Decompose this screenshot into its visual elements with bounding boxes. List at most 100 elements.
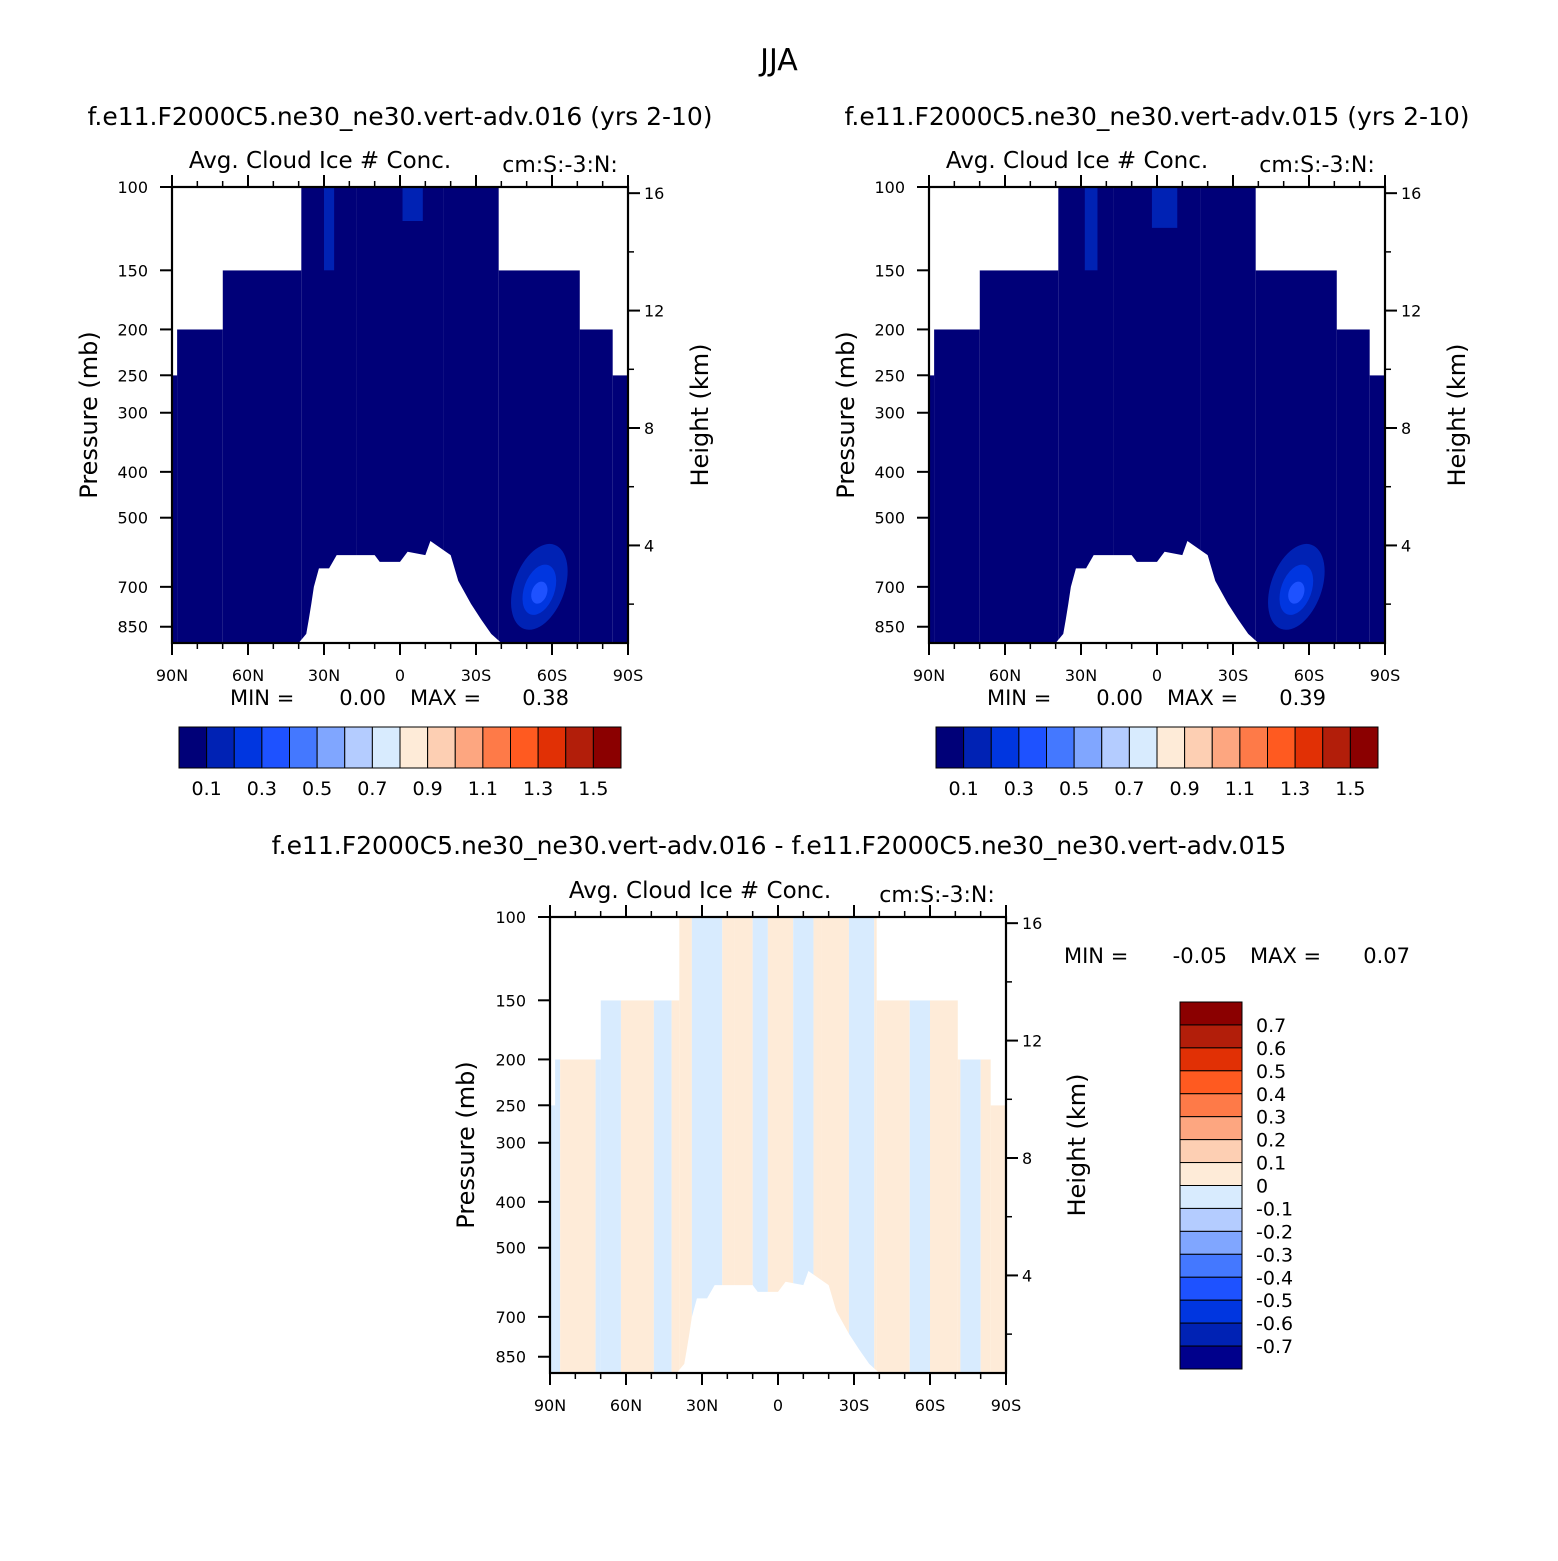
diff-cell	[813, 917, 822, 1373]
x-tick-label: 60S	[1294, 666, 1325, 685]
colorbar-label: 0.7	[1114, 778, 1144, 800]
colorbar-label: 0.3	[1004, 778, 1034, 800]
diff-cell	[957, 1059, 961, 1373]
y2-tick-label: 12	[1022, 1032, 1042, 1051]
missing-top	[979, 187, 1059, 271]
missing-top	[1255, 187, 1337, 271]
x-tick-label: 60N	[989, 666, 1021, 685]
missing-top	[990, 917, 1006, 1106]
units-label: cm:S:-3:N:	[879, 883, 995, 908]
max-value: 0.38	[522, 686, 569, 710]
colorbar-label: 0.5	[1059, 778, 1089, 800]
diff-cell	[555, 1059, 561, 1373]
diff-cell	[876, 1000, 910, 1373]
x-tick-label: 90S	[1370, 666, 1401, 685]
colorbar-label: -0.7	[1256, 1336, 1293, 1358]
colorbar-swatch	[592, 726, 622, 769]
colorbar-swatch	[510, 726, 539, 769]
colorbar-swatch	[482, 726, 511, 769]
colorbar-swatch	[1046, 726, 1075, 769]
colorbar-swatch	[1156, 726, 1186, 769]
missing-top	[172, 187, 178, 376]
colorbar-label: 1.5	[578, 778, 608, 800]
diff-cell	[550, 1105, 556, 1373]
colorbar-swatch	[1179, 1276, 1243, 1301]
colorbar-label: 0.5	[302, 778, 332, 800]
colorbar-swatch	[1349, 726, 1379, 769]
colorbar-swatch	[963, 726, 992, 769]
contour-finger	[324, 187, 335, 271]
missing-top	[929, 187, 935, 376]
colorbar-label: 0.4	[1256, 1084, 1286, 1106]
diff-cell	[595, 1059, 601, 1373]
colorbar-swatch	[371, 726, 401, 769]
colorbar-swatch	[1179, 1024, 1243, 1049]
colorbar-label: 0.1	[1256, 1153, 1286, 1175]
min-value: 0.00	[1096, 686, 1143, 710]
y-tick-label: 200	[874, 320, 905, 339]
y-tick-label: 300	[117, 404, 148, 423]
diff-cell	[722, 917, 735, 1373]
colorbar-swatch	[1179, 1207, 1243, 1232]
field-cell	[177, 329, 223, 643]
colorbar-swatch	[1267, 726, 1296, 769]
y-tick-label: 100	[117, 178, 148, 197]
y-tick-label: 500	[117, 509, 148, 528]
contour-max	[531, 581, 548, 604]
colorbar-swatch	[1179, 1093, 1243, 1118]
colorbar-label: 1.1	[468, 778, 498, 800]
panel-case2: f.e11.F2000C5.ne30_ne30.vert-adv.015 (yr…	[832, 102, 1471, 800]
contour-max	[1288, 581, 1305, 604]
case-title: f.e11.F2000C5.ne30_ne30.vert-adv.015 (yr…	[844, 102, 1469, 131]
colorbar-swatch	[1179, 1345, 1243, 1370]
colorbar-label: 0.2	[1256, 1130, 1286, 1152]
diff-cell	[990, 1105, 1006, 1373]
units-label: cm:S:-3:N:	[502, 153, 618, 178]
diff-cell	[620, 1000, 654, 1373]
missing-top	[934, 187, 980, 330]
x-tick-label: 30N	[308, 666, 340, 685]
min-value: 0.00	[339, 686, 386, 710]
colorbar-label: 1.5	[1335, 778, 1365, 800]
diff-cell	[734, 917, 753, 1373]
colorbar-label: -0.2	[1256, 1221, 1293, 1243]
diff-cell	[653, 1000, 672, 1373]
contour-finger	[1084, 187, 1098, 271]
colorbar-label: 0.5	[1256, 1061, 1286, 1083]
colorbar-label: 0.1	[192, 778, 222, 800]
colorbar-swatch	[1179, 1162, 1243, 1186]
diff-cell	[980, 1059, 991, 1373]
variable-title: Avg. Cloud Ice # Conc.	[569, 878, 831, 904]
field-cell	[222, 270, 302, 643]
field-cell	[934, 329, 980, 643]
missing-region	[550, 1270, 1006, 1373]
colorbar-swatch	[1239, 726, 1268, 769]
colorbar-label: 0.7	[1256, 1015, 1286, 1037]
y-tick-label: 400	[117, 463, 148, 482]
colorbar-swatch	[1184, 726, 1213, 769]
missing-top	[177, 187, 223, 330]
y-tick-label: 500	[495, 1239, 526, 1258]
data-field	[172, 187, 628, 643]
x-tick-label: 30S	[461, 666, 492, 685]
missing-top	[555, 917, 601, 1060]
colorbar: 0.70.60.50.40.30.20.10-0.1-0.2-0.3-0.4-0…	[1179, 1001, 1293, 1370]
max-label: MAX =	[1167, 686, 1238, 710]
diff-cell	[874, 917, 877, 1373]
data-field	[550, 917, 1006, 1373]
min-value: -0.05	[1173, 944, 1227, 968]
colorbar-label: 0.3	[247, 778, 277, 800]
x-tick-label: 30S	[839, 1396, 870, 1415]
x-tick-label: 0	[395, 666, 405, 685]
y-tick-label: 700	[495, 1308, 526, 1327]
x-tick-label: 60S	[915, 1396, 946, 1415]
colorbar-swatch	[1073, 726, 1103, 769]
field-cell	[172, 375, 178, 643]
field-cell	[979, 270, 1059, 643]
panel-diff: f.e11.F2000C5.ne30_ne30.vert-adv.016 - f…	[272, 831, 1410, 1415]
missing-region	[929, 540, 1385, 643]
panel-case1: f.e11.F2000C5.ne30_ne30.vert-adv.016 (yr…	[75, 102, 714, 800]
y-tick-label: 150	[874, 261, 905, 280]
diff-cell	[600, 1000, 621, 1373]
y2-tick-label: 8	[1022, 1149, 1032, 1168]
